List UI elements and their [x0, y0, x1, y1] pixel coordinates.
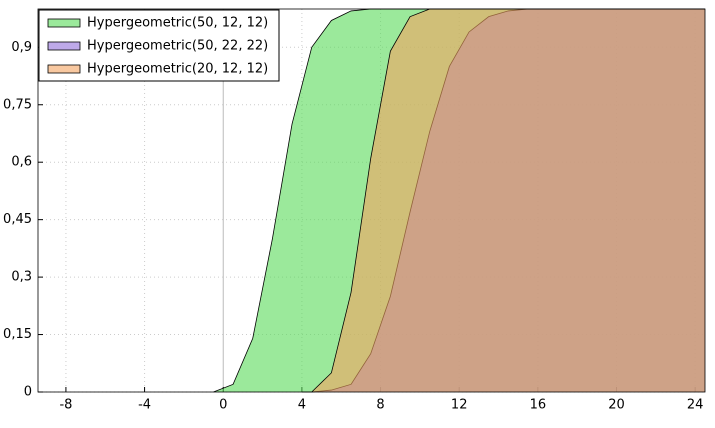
y-tick-label: 0,3 — [11, 270, 32, 285]
y-tick-label: 0,6 — [11, 155, 32, 170]
y-tick-label: 0,75 — [3, 97, 32, 112]
y-tick-label: 0,45 — [3, 212, 32, 227]
x-tick-label: 8 — [376, 398, 384, 413]
series-area — [301, 9, 705, 392]
legend-swatch — [47, 64, 81, 74]
x-tick-label: 0 — [219, 398, 227, 413]
x-tick-label: -4 — [138, 398, 151, 413]
x-tick-label: 16 — [530, 398, 547, 413]
x-tick-label: 24 — [687, 398, 704, 413]
legend-swatch — [47, 18, 81, 28]
legend-label: Hypergeometric(50, 12, 12) — [87, 16, 268, 31]
plot-frame — [37, 8, 706, 393]
y-tick-label: 0,15 — [3, 327, 32, 342]
legend-label: Hypergeometric(20, 12, 12) — [87, 62, 268, 77]
series-line — [213, 8, 705, 393]
y-tick-label: 0,9 — [11, 40, 32, 55]
legend-label: Hypergeometric(50, 22, 22) — [87, 39, 268, 54]
x-tick-label: -8 — [59, 398, 72, 413]
legend-swatch — [47, 41, 81, 51]
x-tick-label: 20 — [608, 398, 625, 413]
series-line — [301, 8, 705, 393]
x-tick-label: 4 — [298, 398, 306, 413]
x-tick-label: 12 — [451, 398, 468, 413]
y-tick-label: 0 — [24, 385, 32, 400]
